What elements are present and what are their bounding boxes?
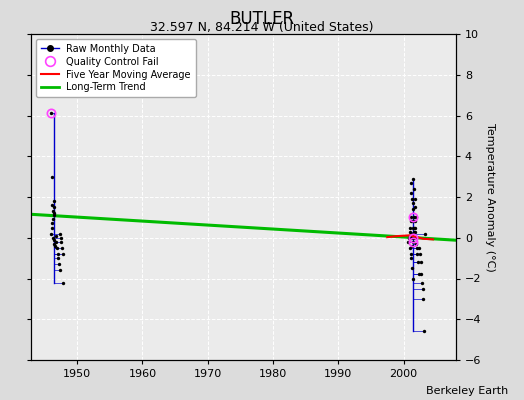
Point [407,190,416,196]
Point [407,214,416,220]
Point [410,186,418,192]
Point [418,286,427,292]
Point [416,251,424,257]
Point [410,224,418,231]
Point [58,245,67,251]
Text: BUTLER: BUTLER [230,10,294,28]
Point [410,214,418,220]
Point [53,245,61,251]
Point [409,218,418,225]
Point [408,243,417,249]
Point [409,275,417,282]
Point [409,234,418,241]
Point [409,200,417,206]
Point [57,234,65,241]
Point [51,243,59,249]
Point [405,234,413,241]
Point [410,224,419,231]
Point [47,230,55,237]
Point [412,214,420,220]
Point [410,228,418,235]
Point [419,296,428,302]
Point [420,230,429,237]
Point [49,234,57,241]
Point [407,234,416,241]
Point [49,236,58,243]
Point [409,239,417,245]
Text: Berkeley Earth: Berkeley Earth [426,386,508,396]
Point [409,218,418,225]
Point [48,224,56,231]
Point [406,224,414,231]
Y-axis label: Temperature Anomaly (°C): Temperature Anomaly (°C) [485,123,495,271]
Point [49,210,58,216]
Legend: Raw Monthly Data, Quality Control Fail, Five Year Moving Average, Long-Term Tren: Raw Monthly Data, Quality Control Fail, … [36,39,196,97]
Point [49,216,57,223]
Point [413,251,421,257]
Point [409,176,418,182]
Point [57,239,66,245]
Point [52,239,60,245]
Point [408,230,417,237]
Point [407,180,415,186]
Point [50,204,59,210]
Point [53,251,62,257]
Point [414,259,422,266]
Point [418,279,426,286]
Point [412,245,421,251]
Point [49,212,58,218]
Point [406,228,414,235]
Point [406,245,414,251]
Point [410,228,419,235]
Point [50,198,59,204]
Point [415,245,423,251]
Point [412,241,420,247]
Point [406,232,414,239]
Point [420,328,428,335]
Point [408,265,417,272]
Point [410,196,419,202]
Point [56,267,64,274]
Point [49,208,57,214]
Point [409,206,418,212]
Point [408,196,417,202]
Point [417,271,425,278]
Point [47,110,55,117]
Point [407,218,415,225]
Point [51,232,60,239]
Point [59,251,67,257]
Point [54,261,63,268]
Point [404,239,412,245]
Point [59,279,68,286]
Point [409,224,417,231]
Text: 32.597 N, 84.214 W (United States): 32.597 N, 84.214 W (United States) [150,21,374,34]
Point [56,230,64,237]
Point [407,255,416,261]
Point [411,218,420,225]
Point [414,271,423,278]
Point [411,234,420,241]
Point [48,174,56,180]
Point [407,251,415,257]
Point [48,220,57,227]
Point [54,255,62,261]
Point [417,259,425,266]
Point [48,202,57,208]
Point [50,241,59,247]
Point [411,204,420,210]
